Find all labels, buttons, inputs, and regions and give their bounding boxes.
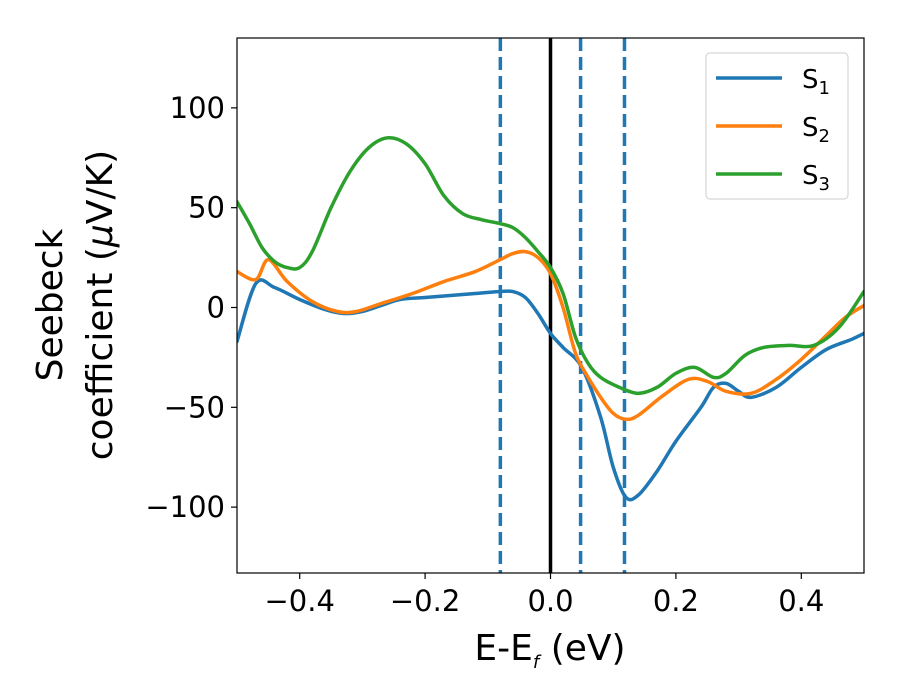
x-axis-label: E-Ef (eV) <box>474 628 625 673</box>
legend-label-s2: S2 <box>802 113 830 147</box>
x-tick-label: −0.2 <box>390 584 460 618</box>
y-axis-label: Seebeck coefficient (μV/K) <box>30 150 121 460</box>
y-tick-label: −100 <box>145 490 225 524</box>
reference-lines <box>498 38 627 573</box>
x-tick-label: 0.2 <box>653 584 699 618</box>
legend-label-s3: S3 <box>802 161 830 195</box>
x-axis: −0.4 −0.2 0.0 0.2 0.4 <box>264 573 824 618</box>
y-tick-label: 0 <box>207 290 225 324</box>
y-axis-label-line1: Seebeck <box>30 228 71 381</box>
y-tick-label: −50 <box>164 390 225 424</box>
legend: S1 S2 S3 <box>705 52 849 200</box>
legend-label-s1: S1 <box>802 65 830 99</box>
y-axis: −100 −50 0 50 100 <box>145 91 237 524</box>
y-axis-label-line2: coefficient (μV/K) <box>80 150 121 460</box>
y-tick-label: 50 <box>188 191 225 225</box>
series-line-s2 <box>237 249 864 422</box>
series-line-s3 <box>237 135 864 396</box>
x-tick-label: 0.0 <box>527 584 573 618</box>
x-tick-label: 0.4 <box>778 584 824 618</box>
y-tick-label: 100 <box>170 91 225 125</box>
series-group <box>237 135 864 502</box>
x-tick-label: −0.4 <box>264 584 334 618</box>
